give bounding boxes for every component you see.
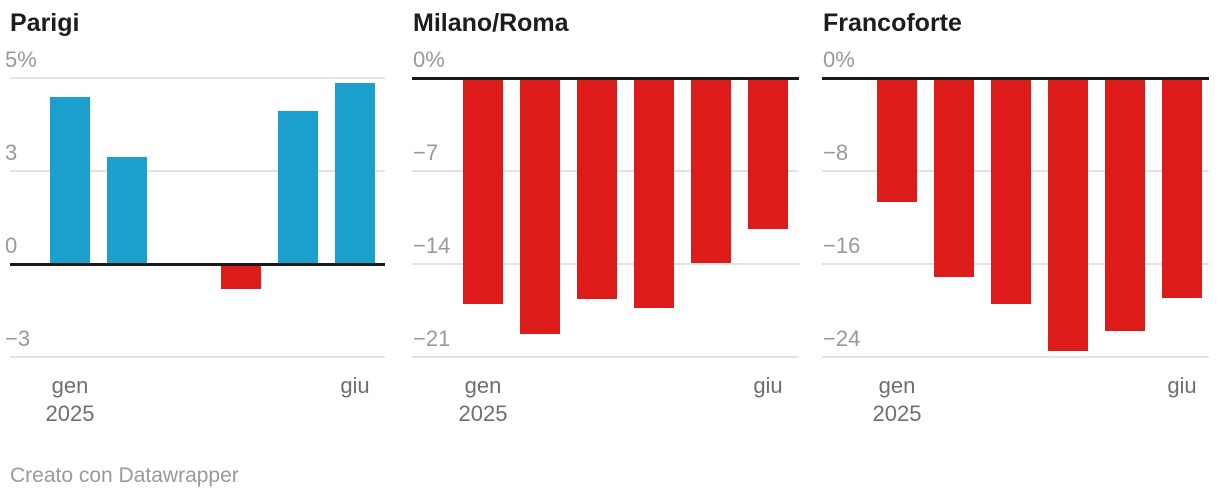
datawrapper-attribution-link[interactable]: Creato con Datawrapper <box>10 464 239 487</box>
x-axis-label: 2025 <box>45 401 95 426</box>
zero-axis-line <box>412 76 799 80</box>
y-tick-label: 0% <box>823 47 855 72</box>
bar <box>691 78 731 263</box>
x-axis-label: 2025 <box>458 401 508 426</box>
gridline--7 <box>412 170 799 172</box>
bar <box>1048 78 1088 352</box>
bar <box>278 110 318 264</box>
bar <box>107 157 147 264</box>
bar <box>1162 78 1202 298</box>
y-tick-label: 0 <box>5 233 18 258</box>
y-tick-label: −3 <box>5 326 31 351</box>
gridline--21 <box>412 356 799 358</box>
x-axis-label: gen <box>464 373 502 398</box>
gridline--14 <box>412 263 799 265</box>
gridline--16 <box>822 263 1209 265</box>
x-axis-label: gen <box>51 373 89 398</box>
bar <box>748 78 788 230</box>
bar <box>463 78 503 304</box>
y-tick-label: −24 <box>823 326 861 351</box>
x-axis-label: 2025 <box>872 401 922 426</box>
zero-axis-line <box>10 262 385 266</box>
x-axis-label: giu <box>753 373 783 398</box>
y-tick-label: −21 <box>413 326 451 351</box>
chart-title-milano-roma: Milano/Roma <box>413 9 569 37</box>
gridline-3 <box>10 170 385 172</box>
bar <box>634 78 674 308</box>
y-tick-label: −8 <box>823 140 849 165</box>
chart-title-francoforte: Francoforte <box>823 9 962 37</box>
bar <box>934 78 974 277</box>
y-tick-label: −7 <box>413 140 439 165</box>
y-tick-label: 0% <box>413 47 445 72</box>
gridline-5 <box>10 77 385 79</box>
y-tick-label: −16 <box>823 233 861 258</box>
bar <box>520 78 560 335</box>
x-axis-label: giu <box>1167 373 1197 398</box>
y-tick-label: 5% <box>5 47 37 72</box>
gridline--24 <box>822 356 1209 358</box>
gridline--8 <box>822 170 1209 172</box>
x-axis-label: gen <box>878 373 916 398</box>
bar <box>50 96 90 264</box>
gridline--3 <box>10 356 385 358</box>
bar <box>221 264 261 289</box>
chart-title-parigi: Parigi <box>10 9 80 37</box>
bar <box>991 78 1031 304</box>
bar <box>577 78 617 299</box>
y-tick-label: −14 <box>413 233 451 258</box>
bar <box>877 78 917 203</box>
x-axis-label: giu <box>340 373 370 398</box>
zero-axis-line <box>822 76 1209 80</box>
bar <box>1105 78 1145 332</box>
y-tick-label: 3 <box>5 140 18 165</box>
bar <box>335 82 375 264</box>
